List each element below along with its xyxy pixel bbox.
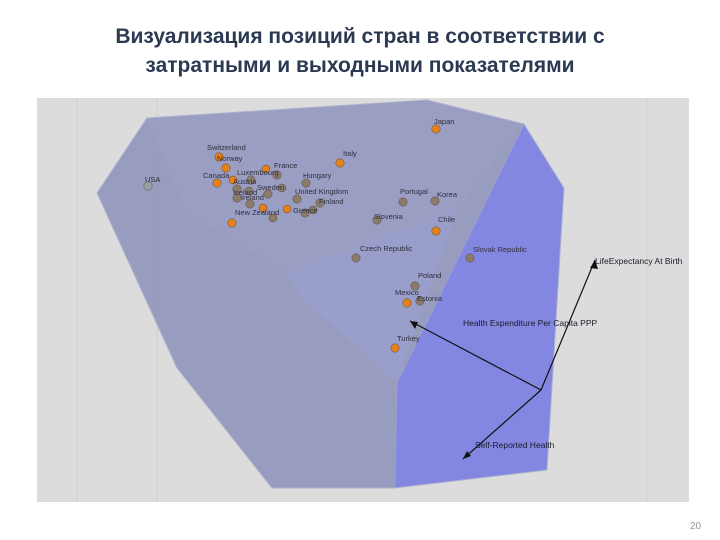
country-point-canada <box>212 178 222 188</box>
country-label-mexico: Mexico <box>395 288 419 297</box>
country-point-norway <box>221 163 231 173</box>
country-label-turkey: Turkey <box>397 334 420 343</box>
country-label-finland: Finland <box>319 197 344 206</box>
axes-triad <box>409 259 596 460</box>
country-label-sweden: Sweden <box>257 183 284 192</box>
hull-inner-face <box>287 210 457 383</box>
visualization-panel: LifeExpectancy At Birth Health Expenditu… <box>37 98 689 502</box>
country-label-hungary: Hungary <box>303 171 332 180</box>
axis-label-life-expectancy: LifeExpectancy At Birth <box>595 256 683 266</box>
axis-self-reported-health-line <box>462 389 542 460</box>
axis-label-self-reported-health: Self-Reported Health <box>475 440 555 450</box>
arrowhead-health-expenditure <box>410 321 418 329</box>
country-label-korea: Korea <box>437 190 458 199</box>
country-point-new-zealand <box>227 218 237 228</box>
hull-right-face <box>395 124 564 488</box>
country-label-japan: Japan <box>434 117 454 126</box>
country-label-portugal: Portugal <box>400 187 428 196</box>
country-point-slovak-republic <box>465 253 475 263</box>
country-label-estonia: Estonia <box>417 294 443 303</box>
hull-top-face <box>147 100 524 273</box>
hull-edge-inner <box>394 382 398 489</box>
country-point-unlabeled-4 <box>308 205 318 215</box>
country-point-united-kingdom <box>292 194 302 204</box>
country-label-chile: Chile <box>438 215 455 224</box>
country-point-italy <box>335 158 345 168</box>
country-label-austria: Austria <box>233 177 257 186</box>
country-point-usa <box>143 181 153 191</box>
country-point-france <box>272 170 282 180</box>
country-point-poland <box>410 281 420 291</box>
country-point-unlabeled-3 <box>282 204 292 214</box>
arrowhead-self-reported-health <box>463 451 471 459</box>
country-label-greece: Greece <box>293 206 318 215</box>
country-point-unlabeled-8 <box>261 164 271 174</box>
country-point-iceland <box>232 193 242 203</box>
country-labels: Japan Switzerland Norway Italy France USA Cana… <box>145 117 527 343</box>
country-label-iceland: Iceland <box>233 188 257 197</box>
country-point-chile <box>431 226 441 236</box>
country-label-slovenia: Slovenia <box>374 212 404 221</box>
slide-title: Визуализация позиций стран в соответстви… <box>40 22 680 80</box>
hull-edge-inner-2 <box>396 123 525 384</box>
country-point-luxembourg <box>246 175 256 185</box>
country-point-unlabeled-5 <box>244 186 254 196</box>
axis-label-health-expenditure: Health Expenditure Per Capita PPP <box>463 318 598 328</box>
country-label-norway: Norway <box>217 154 243 163</box>
country-label-slovak-republic: Slovak Republic <box>473 245 527 254</box>
country-point-korea <box>430 196 440 206</box>
country-point-austria <box>232 184 242 194</box>
country-point-unlabeled-7 <box>277 183 287 193</box>
axis-health-expenditure-line <box>409 320 542 391</box>
country-point-japan <box>431 124 441 134</box>
axes-arrowheads <box>410 260 598 459</box>
country-point-unlabeled-2 <box>268 213 278 223</box>
hull-edges <box>96 99 565 489</box>
country-point-finland <box>315 198 325 208</box>
country-label-switzerland: Switzerland <box>207 143 246 152</box>
country-point-turkey <box>390 343 400 353</box>
country-point-unlabeled-6 <box>228 175 238 185</box>
country-label-france: France <box>274 161 297 170</box>
country-point-greece <box>300 208 310 218</box>
country-label-canada: Canada <box>203 171 230 180</box>
country-label-czech-republic: Czech Republic <box>360 244 413 253</box>
country-label-united-kingdom: United Kingdom <box>295 187 348 196</box>
country-point-ireland <box>245 199 255 209</box>
country-point-slovenia <box>372 215 382 225</box>
country-label-luxembourg: Luxembourg <box>237 168 279 177</box>
country-point-sweden <box>263 189 273 199</box>
country-point-switzerland <box>214 152 224 162</box>
arrowhead-life-expectancy <box>590 260 598 269</box>
axis-life-expectancy-line <box>540 259 596 391</box>
country-position-3d-visualization: LifeExpectancy At Birth Health Expenditu… <box>76 98 683 502</box>
country-point-hungary <box>301 178 311 188</box>
country-point-portugal <box>398 197 408 207</box>
slide-title-line-1: Визуализация позиций стран в соответстви… <box>115 25 605 48</box>
country-point-unlabeled-1 <box>258 203 268 213</box>
country-label-poland: Poland <box>418 271 441 280</box>
country-label-ireland: Ireland <box>241 193 264 202</box>
slide-title-line-2: затратными и выходными показателями <box>145 54 575 77</box>
country-point-czech-republic <box>351 253 361 263</box>
page-number: 20 <box>690 521 702 532</box>
country-point-mexico <box>402 298 412 308</box>
country-label-usa: USA <box>145 175 160 184</box>
country-label-new-zealand: New Zealand <box>235 208 279 217</box>
country-point-estonia <box>415 296 425 306</box>
country-label-italy: Italy <box>343 149 357 158</box>
country-points <box>143 124 475 353</box>
